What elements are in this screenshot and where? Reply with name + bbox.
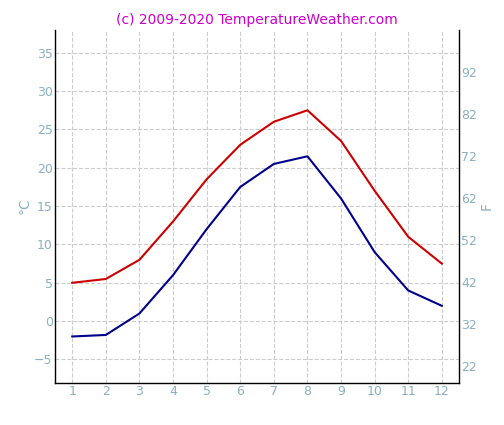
Title: (c) 2009-2020 TemperatureWeather.com: (c) 2009-2020 TemperatureWeather.com: [116, 13, 398, 27]
Y-axis label: °C: °C: [17, 198, 31, 215]
Y-axis label: F: F: [480, 202, 494, 210]
